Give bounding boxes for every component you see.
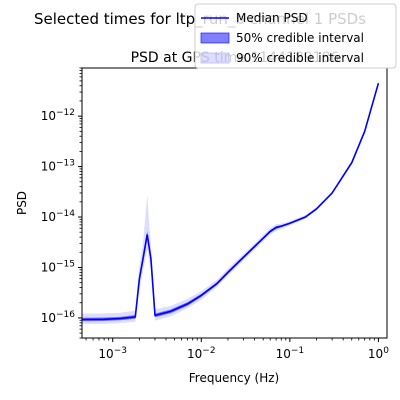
- legend-label-median: Median PSD: [236, 11, 308, 25]
- median-psd-line: [82, 82, 380, 321]
- ci50-band: [82, 82, 379, 322]
- x-axis: 10−3 10−2 10−1 100: [85, 338, 389, 361]
- y-tick-label: 10−12: [41, 108, 75, 123]
- x-axis-label: Frequency (Hz): [189, 371, 280, 385]
- legend-label-ci50: 50% credible interval: [236, 31, 364, 45]
- legend: Median PSD 50% credible interval 90% cre…: [194, 3, 397, 69]
- y-tick-label: 10−16: [41, 310, 76, 325]
- y-tick-label: 10−14: [41, 209, 76, 224]
- y-axis-label: PSD: [15, 191, 29, 215]
- legend-label-ci90: 90% credible interval: [236, 51, 364, 65]
- plot-area: [82, 81, 380, 325]
- x-tick-label: 10−3: [98, 346, 127, 361]
- legend-ci90-swatch: [200, 52, 230, 64]
- x-tick-label: 10−1: [276, 346, 305, 361]
- ci90-band: [82, 81, 379, 325]
- legend-box: [194, 3, 397, 69]
- x-tick-label: 10−2: [187, 346, 216, 361]
- legend-ci50-swatch: [200, 32, 230, 44]
- y-tick-label: 10−15: [41, 259, 75, 274]
- x-tick-label: 100: [368, 346, 389, 361]
- axes-frame: [81, 67, 388, 339]
- y-tick-label: 10−13: [41, 159, 75, 174]
- y-axis: 10−16 10−15 10−14 10−13 10−12: [41, 67, 82, 339]
